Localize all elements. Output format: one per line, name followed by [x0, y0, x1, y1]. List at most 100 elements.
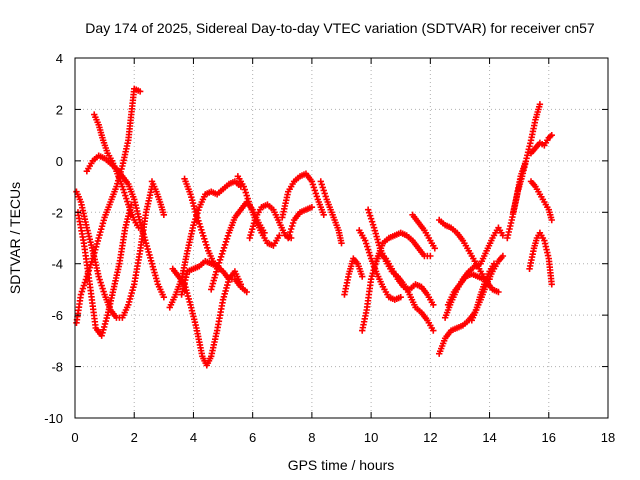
data-point	[364, 206, 372, 213]
data-point	[366, 212, 374, 219]
data-point	[317, 178, 324, 185]
series-s17	[341, 255, 366, 298]
data-point	[139, 228, 146, 235]
data-point	[124, 198, 131, 205]
data-point	[313, 193, 321, 200]
data-point	[98, 223, 106, 230]
data-point	[125, 298, 133, 306]
data-point	[212, 271, 219, 278]
x-tick-label: 0	[71, 430, 78, 445]
data-point	[365, 249, 373, 256]
data-point	[101, 320, 109, 328]
data-point	[375, 242, 383, 249]
series-s16	[317, 178, 345, 247]
data-point	[364, 246, 372, 253]
series-s14	[279, 170, 327, 221]
data-point	[430, 301, 437, 309]
data-point	[143, 242, 151, 250]
data-point	[368, 273, 376, 280]
data-point	[289, 219, 297, 227]
data-point	[97, 279, 104, 286]
data-point	[222, 287, 229, 295]
data-point	[243, 288, 250, 296]
data-point	[122, 192, 129, 199]
data-point	[200, 232, 207, 240]
data-point	[150, 266, 157, 273]
data-point	[196, 220, 203, 228]
data-point	[98, 332, 105, 339]
series-s10	[181, 175, 224, 273]
x-tick-label: 8	[308, 430, 315, 445]
series-s5	[91, 111, 142, 231]
data-point	[153, 275, 160, 282]
y-tick-label: -2	[51, 205, 63, 220]
data-point	[97, 228, 104, 236]
data-point	[151, 269, 158, 276]
data-point	[100, 326, 107, 334]
series-s32	[527, 178, 555, 224]
data-point	[194, 214, 201, 222]
series-s2	[73, 183, 156, 321]
x-axis-label: GPS time / hours	[288, 457, 395, 473]
data-point	[375, 239, 382, 246]
data-point	[219, 296, 227, 303]
data-point	[186, 298, 193, 306]
data-point	[250, 220, 258, 227]
data-point	[369, 270, 377, 277]
data-point	[369, 221, 377, 228]
data-point	[123, 195, 130, 202]
data-point	[80, 282, 88, 289]
data-point	[249, 223, 257, 230]
data-point	[160, 211, 168, 219]
data-point	[147, 257, 155, 264]
series-s27	[468, 260, 498, 324]
data-point	[99, 329, 106, 336]
data-point	[536, 101, 544, 108]
data-point	[93, 240, 101, 248]
data-point	[288, 222, 296, 230]
data-point	[251, 217, 258, 224]
series-s22	[409, 211, 438, 252]
x-tick-label: 12	[423, 430, 437, 445]
data-point	[136, 88, 144, 95]
series-s21	[370, 250, 437, 309]
data-point	[224, 232, 232, 240]
data-point	[195, 217, 202, 225]
chart-title: Day 174 of 2025, Sidereal Day-to-day VTE…	[85, 20, 595, 36]
data-point	[216, 256, 224, 264]
data-point	[320, 187, 327, 194]
data-point	[98, 282, 105, 289]
data-point	[287, 225, 295, 233]
data-point	[361, 237, 369, 244]
x-tick-label: 10	[364, 430, 378, 445]
data-point	[113, 183, 120, 190]
data-point	[184, 292, 192, 300]
y-tick-label: -8	[51, 360, 63, 375]
data-point	[198, 226, 205, 234]
data-point	[187, 191, 194, 198]
data-point	[248, 228, 255, 236]
data-point	[490, 260, 498, 267]
data-point	[362, 240, 370, 247]
data-point	[100, 288, 107, 295]
data-point	[153, 278, 161, 285]
data-point	[191, 218, 198, 226]
data-point	[81, 279, 89, 286]
data-point	[218, 250, 226, 258]
data-point	[125, 301, 132, 309]
data-point	[286, 228, 294, 236]
series-s30	[526, 229, 555, 288]
data-point	[126, 295, 134, 303]
y-tick-label: -6	[51, 308, 63, 323]
data-point	[247, 231, 254, 239]
data-point	[208, 286, 215, 293]
data-point	[495, 288, 502, 296]
data-point	[149, 263, 157, 270]
data-point	[499, 252, 507, 260]
data-point	[128, 289, 135, 297]
data-point	[98, 225, 105, 233]
data-point	[142, 239, 150, 247]
y-tick-label: 0	[56, 154, 63, 169]
data-point	[147, 254, 154, 262]
data-point	[223, 235, 231, 243]
